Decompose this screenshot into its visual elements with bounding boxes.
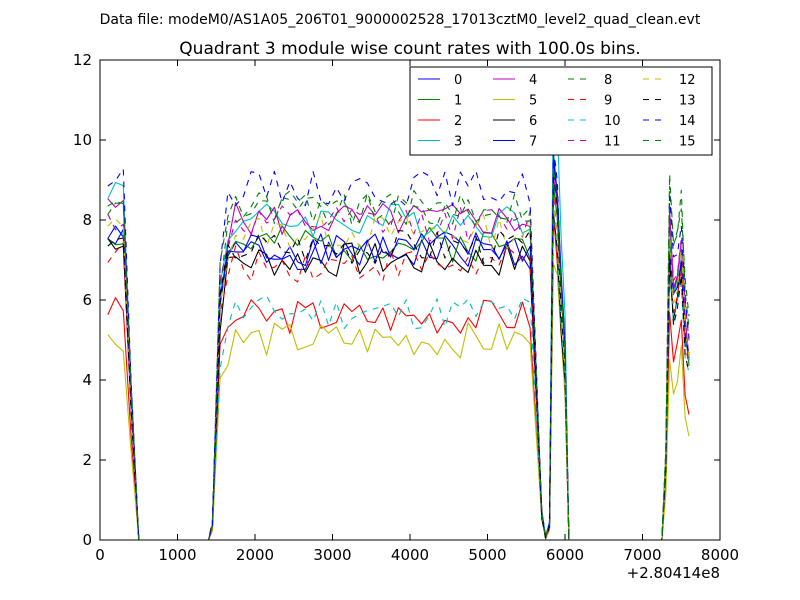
y-tick-label: 2 <box>82 451 92 469</box>
x-tick-label: 4000 <box>391 546 429 564</box>
legend-label-9: 9 <box>604 94 612 109</box>
series-line-12 <box>107 201 690 541</box>
y-tick-label: 12 <box>73 51 92 69</box>
suptitle: Data file: modeM0/AS1A05_206T01_90000025… <box>100 12 701 28</box>
series-line-4 <box>107 177 690 541</box>
series-line-13 <box>107 171 690 541</box>
legend-label-11: 11 <box>604 135 621 150</box>
legend-frame <box>409 66 713 156</box>
y-tick-label: 8 <box>82 211 92 229</box>
x-offset-label: +2.80414e8 <box>627 564 720 582</box>
legend-label-2: 2 <box>454 114 462 129</box>
x-tick-label: 6000 <box>546 546 584 564</box>
series-line-10 <box>107 205 690 541</box>
x-tick-label: 5000 <box>468 546 506 564</box>
legend-label-5: 5 <box>529 94 537 109</box>
x-tick-label: 3000 <box>313 546 351 564</box>
legend-label-6: 6 <box>529 114 537 129</box>
series-line-0 <box>107 152 690 541</box>
x-tick-label: 1000 <box>158 546 196 564</box>
series-line-14 <box>107 145 690 541</box>
series-line-11 <box>107 167 690 541</box>
series-line-5 <box>107 263 690 541</box>
legend-label-10: 10 <box>604 114 621 129</box>
legend-label-13: 13 <box>679 94 696 109</box>
series-line-8 <box>107 185 690 541</box>
legend-label-12: 12 <box>679 73 696 88</box>
series-line-1 <box>107 182 690 541</box>
x-tick-label: 8000 <box>701 546 739 564</box>
series-line-15 <box>107 168 690 541</box>
legend-label-1: 1 <box>454 94 462 109</box>
legend-label-0: 0 <box>454 73 462 88</box>
y-tick-label: 4 <box>82 371 92 389</box>
legend-label-4: 4 <box>529 73 537 88</box>
legend-label-15: 15 <box>679 135 696 150</box>
legend-label-7: 7 <box>529 135 537 150</box>
chart-title: Quadrant 3 module wise count rates with … <box>179 39 640 59</box>
legend-label-3: 3 <box>454 135 462 150</box>
series-line-7 <box>107 159 690 541</box>
series-line-9 <box>107 191 690 541</box>
legend-label-14: 14 <box>679 114 696 129</box>
y-tick-label: 6 <box>82 291 92 309</box>
x-tick-label: 7000 <box>623 546 661 564</box>
x-tick-label: 0 <box>95 546 105 564</box>
series-line-2 <box>107 212 690 541</box>
x-tick-label: 2000 <box>236 546 274 564</box>
legend-label-8: 8 <box>604 73 612 88</box>
x-axis: 0 1000 2000 3000 4000 5000 6000 7000 8000 <box>95 60 739 564</box>
series-line-6 <box>107 213 690 541</box>
y-tick-label: 10 <box>73 131 92 149</box>
y-tick-label: 0 <box>82 531 92 549</box>
